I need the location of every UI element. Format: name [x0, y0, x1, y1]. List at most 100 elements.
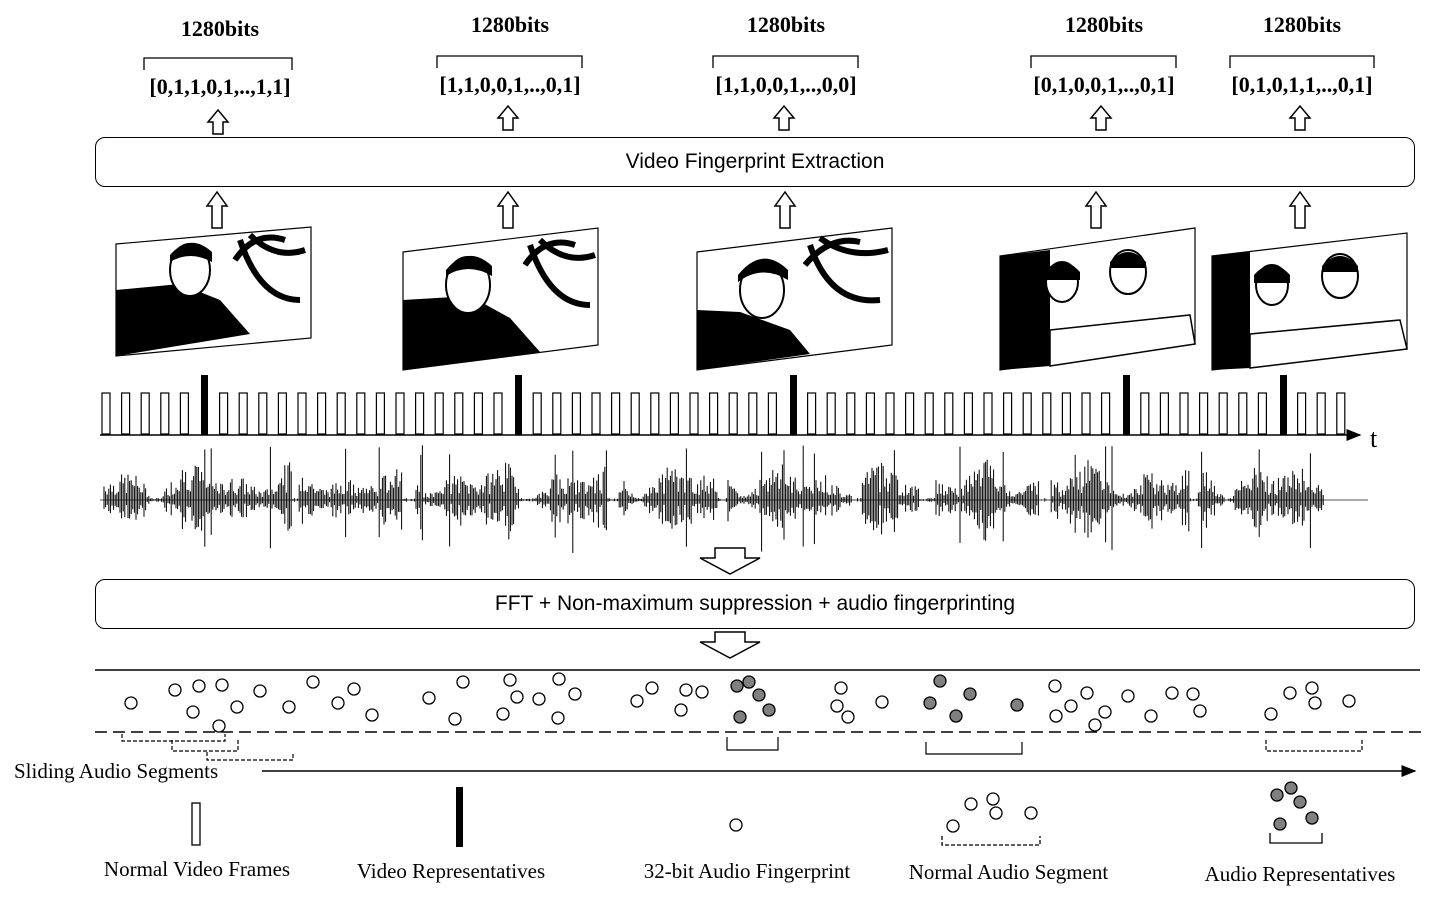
sliding-segments-label: Sliding Audio Segments — [14, 759, 219, 783]
audio-fingerprint-point — [834, 681, 848, 695]
normal-video-frame — [1081, 392, 1091, 435]
audio-box-label: FFT + Non-maximum suppression + audio fi… — [494, 592, 1016, 615]
normal-video-frame — [277, 392, 287, 435]
normal-video-frame — [689, 392, 699, 435]
keyframe-4 — [999, 227, 1196, 371]
audio-fingerprint-point — [186, 705, 200, 719]
video-representative-frame — [201, 375, 208, 435]
legend-normal-segment-symbol — [941, 792, 1041, 846]
normal-video-frame — [219, 392, 229, 435]
legend-normal-frames-label: Normal Video Frames — [103, 857, 291, 881]
normal-video-frame — [1336, 392, 1346, 435]
legend-video-reps-label: Video Representatives — [356, 859, 546, 883]
normal-video-frame — [1218, 392, 1228, 435]
video-frame-sequence — [101, 375, 1346, 435]
normal-video-frame — [101, 392, 111, 435]
audio-fingerprint-point — [448, 712, 462, 726]
video-representative-frame — [790, 375, 797, 435]
bits-label-1: 1280bits — [180, 16, 260, 41]
normal-video-frame — [748, 392, 758, 435]
audio-fingerprint-point — [1121, 689, 1135, 703]
normal-video-frame — [1100, 392, 1111, 435]
input-arrows — [205, 190, 1312, 229]
audio-fingerprint-point — [503, 673, 517, 687]
normal-video-frame — [297, 392, 307, 435]
normal-video-frame — [904, 392, 915, 435]
normal-video-frame — [395, 392, 405, 435]
output-arrows — [206, 104, 1312, 135]
bits-braces — [143, 55, 1375, 70]
normal-video-frame — [415, 392, 425, 435]
fingerprint-vector-5: [0,1,0,1,1,..,0,1] — [1231, 72, 1373, 97]
normal-video-frame — [728, 392, 738, 435]
normal-video-frame — [1022, 392, 1032, 435]
normal-video-frame — [473, 392, 483, 435]
legend-audio-fp-symbol — [729, 818, 743, 832]
audio-fingerprint-point — [331, 696, 345, 710]
normal-video-frame — [885, 392, 895, 435]
normal-video-frame — [356, 392, 366, 435]
normal-video-frame — [944, 392, 954, 435]
audio-fingerprint-point — [168, 683, 182, 697]
normal-video-frame — [1296, 392, 1307, 435]
normal-video-frame — [434, 392, 444, 435]
audio-fingerprint-point — [875, 695, 889, 709]
audio-fingerprint-point — [1098, 705, 1112, 719]
audio-fingerprint-point — [230, 700, 244, 714]
normal-video-frame — [591, 392, 601, 435]
bits-label-2: 1280bits — [470, 12, 550, 37]
keyframe-2 — [402, 227, 599, 371]
normal-video-frame — [120, 392, 131, 435]
audio-fingerprint-point — [1048, 679, 1062, 693]
audio-fingerprint-point — [1088, 718, 1102, 732]
normal-video-frame — [140, 392, 150, 435]
normal-video-frame — [179, 392, 189, 435]
fingerprint-vector-4: [0,1,0,0,1,..,0,1] — [1033, 72, 1175, 97]
normal-video-frame — [963, 392, 974, 435]
audio-fingerprint-point — [215, 678, 229, 692]
bits-label-3: 1280bits — [746, 12, 826, 37]
audio-fingerprint-point — [1305, 681, 1319, 695]
legend-audio-rep-symbol — [1269, 781, 1323, 844]
audio-fingerprint-point — [1342, 694, 1356, 708]
audio-fingerprint-point — [282, 700, 296, 714]
bits-label-4: 1280bits — [1064, 12, 1144, 37]
video-representative-frame — [1280, 375, 1287, 435]
audio-representative-point — [752, 688, 766, 702]
keyframe-3 — [696, 227, 893, 371]
normal-video-frame — [846, 392, 856, 435]
legend-normal-frame-symbol — [191, 802, 201, 846]
normal-video-frame — [669, 392, 680, 435]
normal-video-frame — [552, 392, 562, 435]
down-arrow-2 — [699, 631, 761, 659]
normal-video-frame — [532, 392, 542, 435]
fingerprint-vector-3: [1,1,0,0,1,..,0,0] — [715, 72, 857, 97]
audio-fingerprint-point — [1186, 687, 1200, 701]
normal-video-frame — [1042, 392, 1052, 435]
video-fingerprint-extraction-box: Video Fingerprint Extraction — [95, 137, 1415, 187]
normal-video-frame — [317, 392, 327, 435]
bits-label-5: 1280bits — [1262, 12, 1342, 37]
audio-processing-box: FFT + Non-maximum suppression + audio fi… — [95, 579, 1415, 629]
legend-video-rep-symbol — [456, 787, 463, 847]
audio-fingerprint-point — [124, 696, 138, 710]
normal-video-frame — [767, 392, 778, 435]
audio-fingerprint-point — [347, 682, 361, 696]
audio-fingerprint-point — [496, 707, 510, 721]
legend-audio-fp-label: 32-bit Audio Fingerprint — [643, 859, 851, 883]
normal-video-frame — [865, 392, 876, 435]
fingerprint-vector-1: [0,1,1,0,1,..,1,1] — [149, 74, 291, 99]
normal-video-frame — [571, 392, 582, 435]
legend-audio-reps-label: Audio Representatives — [1204, 862, 1396, 886]
normal-video-frame — [493, 392, 503, 435]
time-axis-label: t — [1370, 424, 1378, 453]
normal-video-frame — [336, 392, 346, 435]
audio-waveform — [103, 445, 1324, 553]
audio-fingerprint-point — [1144, 709, 1158, 723]
audio-fingerprint-point — [552, 672, 566, 686]
audio-fingerprint-point — [1308, 696, 1322, 710]
audio-representative-point — [963, 687, 977, 701]
normal-video-frame — [1179, 392, 1189, 435]
audio-fingerprint-point — [532, 692, 546, 706]
